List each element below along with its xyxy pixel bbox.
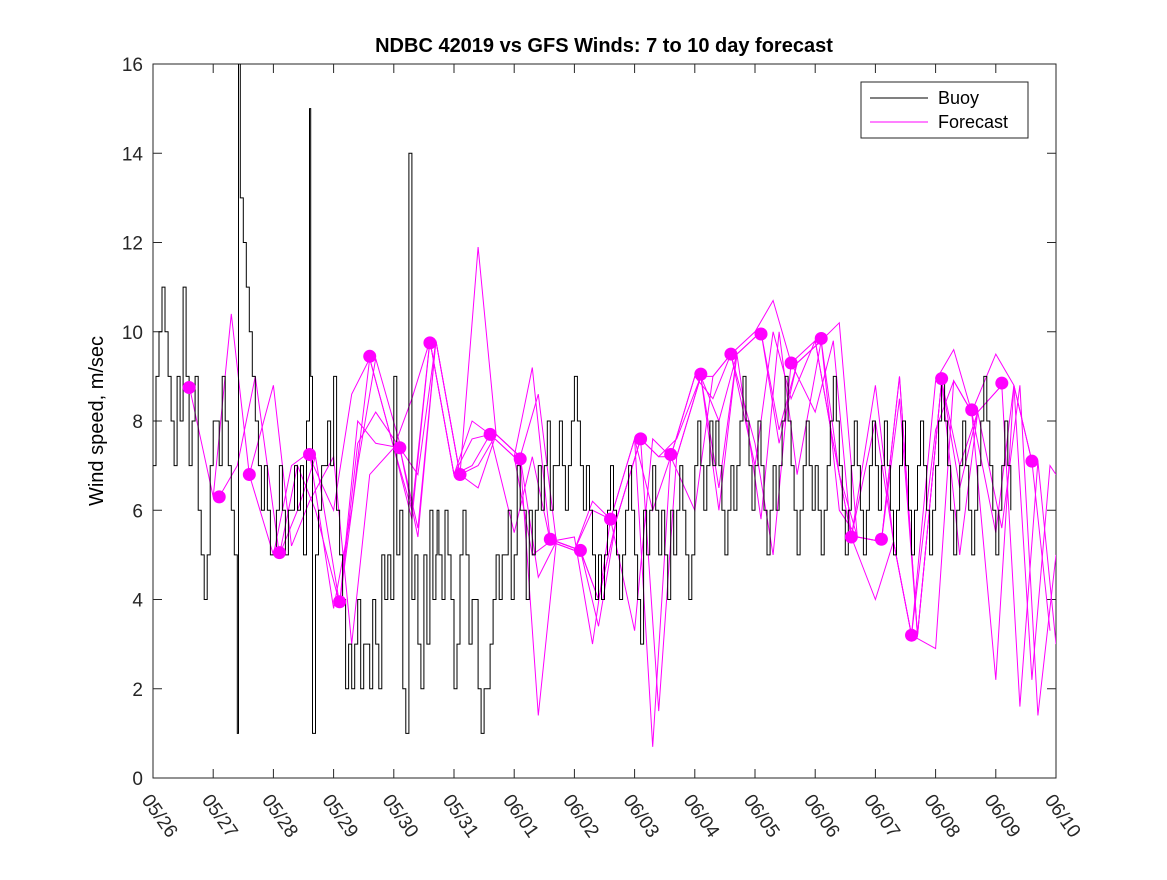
forecast-line (880, 380, 1056, 716)
forecast-marker (272, 546, 286, 560)
forecast-marker (182, 381, 196, 395)
forecast-marker (694, 367, 708, 381)
forecast-marker (423, 336, 437, 350)
forecast-marker (303, 447, 317, 461)
forecast-marker (393, 441, 407, 455)
forecast-marker (965, 403, 979, 417)
forecast-marker (1025, 454, 1039, 468)
y-tick-label: 6 (132, 501, 143, 522)
forecast-marker (754, 327, 768, 341)
legend-buoy-label: Buoy (938, 88, 979, 108)
forecast-marker (874, 532, 888, 546)
forecast-marker (844, 530, 858, 544)
forecast-marker (664, 447, 678, 461)
forecast-marker (905, 628, 919, 642)
y-tick-label: 16 (122, 55, 143, 76)
forecast-marker (814, 331, 828, 345)
y-tick-label: 12 (122, 234, 143, 255)
forecast-line (369, 340, 551, 542)
y-tick-label: 2 (132, 680, 143, 701)
forecast-marker (543, 532, 557, 546)
forecast-marker (935, 372, 949, 386)
y-tick-label: 4 (132, 591, 143, 612)
forecast-marker (573, 543, 587, 557)
forecast-line (790, 340, 973, 636)
legend: Buoy Forecast (860, 81, 1029, 139)
y-axis-label: Wind speed, m/sec (86, 336, 108, 506)
forecast-line (309, 340, 491, 520)
y-tick-label: 10 (122, 323, 143, 344)
forecast-marker (363, 349, 377, 363)
forecast-marker (483, 427, 497, 441)
forecast-marker (212, 490, 226, 504)
forecast-marker (242, 468, 256, 482)
forecast-line (459, 433, 642, 627)
forecast-marker (995, 376, 1009, 390)
forecast-marker (453, 468, 467, 482)
y-tick-label: 14 (122, 144, 144, 165)
forecast-marker (333, 595, 347, 609)
forecast-marker (513, 452, 527, 466)
legend-forecast-label: Forecast (938, 112, 1008, 132)
forecast-line (399, 340, 581, 551)
forecast-line (971, 385, 1051, 680)
forecast-marker (634, 432, 648, 446)
y-tick-label: 8 (132, 412, 143, 433)
plot-series-group (153, 64, 1056, 747)
buoy-line (153, 64, 1012, 734)
forecast-marker (604, 512, 618, 526)
forecast-marker (724, 347, 738, 361)
forecast-marker (784, 356, 798, 370)
y-tick-label: 0 (132, 769, 143, 790)
chart-title: NDBC 42019 vs GFS Winds: 7 to 10 day for… (375, 35, 833, 57)
legend-box (860, 81, 1029, 139)
